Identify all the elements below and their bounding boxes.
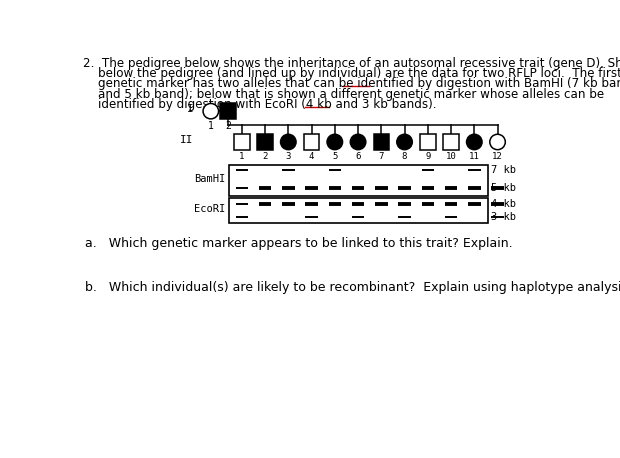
Bar (420, 134, 435, 150)
Text: 1: 1 (239, 152, 244, 161)
Circle shape (327, 134, 342, 150)
Text: BamHI: BamHI (194, 174, 226, 184)
Text: 5 kb: 5 kb (491, 183, 516, 193)
Bar (257, 134, 273, 150)
Circle shape (467, 134, 482, 150)
Text: 6: 6 (355, 152, 361, 161)
Text: 2.  The pedigree below shows the inheritance of an autosomal recessive trait (ge: 2. The pedigree below shows the inherita… (83, 56, 620, 70)
Circle shape (490, 134, 505, 150)
Bar (373, 134, 389, 150)
Text: 10: 10 (446, 152, 456, 161)
Text: II: II (180, 135, 193, 145)
Bar (234, 134, 249, 150)
Circle shape (350, 134, 366, 150)
Circle shape (203, 104, 219, 119)
Text: 8: 8 (402, 152, 407, 161)
Text: I: I (187, 104, 193, 114)
Text: 2: 2 (262, 152, 268, 161)
Bar (229, 165, 489, 196)
Text: 12: 12 (492, 152, 503, 161)
Text: EcoRI: EcoRI (194, 204, 226, 214)
Circle shape (280, 134, 296, 150)
Text: a.   Which genetic marker appears to be linked to this trait? Explain.: a. Which genetic marker appears to be li… (86, 237, 513, 250)
Text: 4 kb: 4 kb (491, 199, 516, 209)
Text: 2: 2 (225, 121, 231, 131)
Bar (304, 134, 319, 150)
Text: 11: 11 (469, 152, 480, 161)
Text: 4: 4 (309, 152, 314, 161)
Circle shape (397, 134, 412, 150)
Bar (229, 198, 489, 223)
Text: 9: 9 (425, 152, 430, 161)
Text: 5: 5 (332, 152, 337, 161)
Bar (443, 134, 459, 150)
Text: identified by digestion with EcoRI (4 kb and 3 kb bands).: identified by digestion with EcoRI (4 kb… (83, 98, 436, 111)
Text: b.   Which individual(s) are likely to be recombinant?  Explain using haplotype : b. Which individual(s) are likely to be … (86, 281, 620, 294)
Text: below the pedigree (and lined up by individual) are the data for two RFLP loci. : below the pedigree (and lined up by indi… (83, 67, 620, 80)
Text: and 5 kb band); below that is shown a different genetic marker whose alleles can: and 5 kb band); below that is shown a di… (83, 87, 604, 101)
Text: 7 kb: 7 kb (491, 165, 516, 175)
Bar (220, 104, 236, 119)
Text: 3: 3 (286, 152, 291, 161)
Text: genetic marker has two alleles that can be identified by digestion with BamHI (7: genetic marker has two alleles that can … (83, 77, 620, 90)
Text: 1: 1 (208, 121, 214, 131)
Text: 3 kb: 3 kb (491, 212, 516, 222)
Text: 7: 7 (379, 152, 384, 161)
